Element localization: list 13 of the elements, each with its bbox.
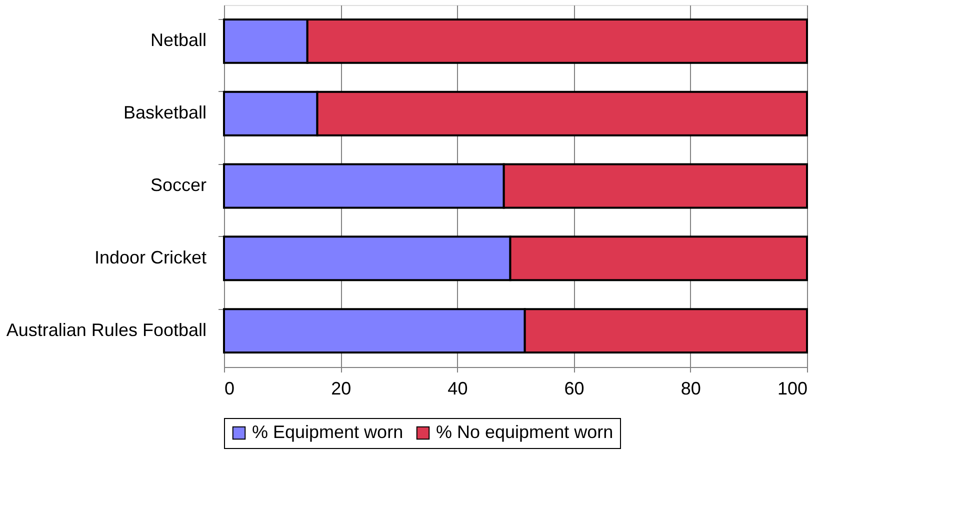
legend-label: % Equipment worn	[252, 422, 404, 442]
x-tick-label: 100	[777, 378, 808, 398]
y-tick-label: Australian Rules Football	[6, 320, 206, 340]
x-tick-label: 20	[331, 378, 352, 398]
y-tick-label: Netball	[150, 30, 206, 50]
y-tick-label: Indoor Cricket	[94, 247, 206, 268]
x-tick-label: 0	[224, 378, 235, 398]
y-tick-label: Soccer	[150, 175, 206, 195]
x-tick-label: 80	[680, 378, 701, 398]
x-tick-label: 60	[564, 378, 584, 398]
legend-label: % No equipment worn	[436, 422, 614, 442]
y-tick-label: Basketball	[123, 102, 206, 123]
x-tick-label: 40	[448, 378, 468, 398]
